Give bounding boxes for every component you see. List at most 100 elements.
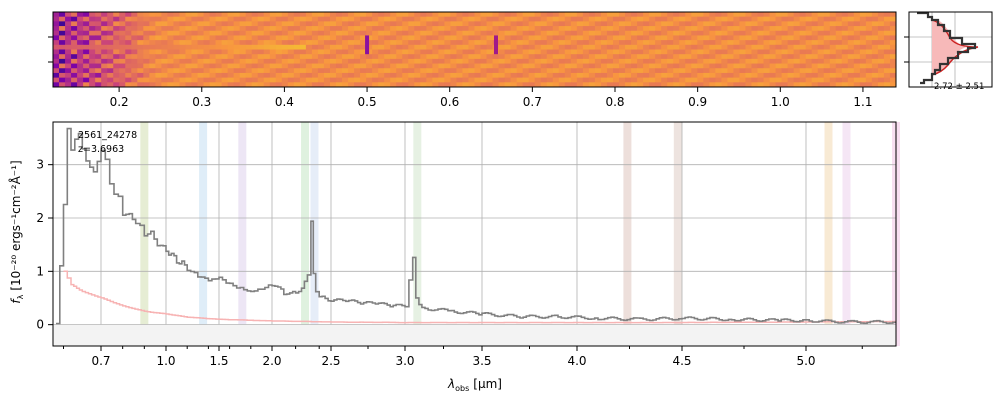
heatmap-cell [396, 35, 403, 41]
heatmap-cell [871, 26, 879, 32]
heatmap-cell [323, 63, 331, 69]
heatmap-cell [438, 21, 445, 27]
heatmap-cell [336, 82, 343, 88]
heatmap-cell [221, 40, 229, 46]
heatmap-cell [257, 58, 265, 65]
heatmap-cell [841, 49, 849, 55]
heatmap-cell [751, 21, 759, 27]
heatmap-cell [71, 26, 78, 32]
heatmap-cell [372, 40, 379, 46]
heatmap-cell [269, 68, 277, 74]
spectrum-2d-panel: 0.2 0.3 0.4 0.5 0.6 0.7 0.8 0.9 1.0 1.1 [48, 11, 897, 109]
heatmap-cell [372, 44, 379, 50]
heatmap-cell [269, 21, 277, 27]
heatmap-cell [606, 35, 614, 41]
heatmap-cell [667, 12, 674, 18]
heatmap-cell [793, 49, 801, 55]
heatmap-cell [649, 63, 656, 69]
heatmap-cell [685, 58, 692, 65]
heatmap-cell [83, 26, 90, 32]
heatmap-cell [354, 54, 361, 60]
heatmap-cell [661, 77, 668, 83]
heatmap-cell [360, 58, 367, 65]
heatmap-cell [227, 44, 235, 50]
heatmap-cell [679, 26, 686, 32]
heatmap-cell [781, 77, 789, 83]
heatmap-cell [432, 63, 439, 69]
heatmap-cell [77, 16, 84, 22]
heatmap-cell [763, 77, 771, 83]
heatmap-cell [751, 44, 759, 50]
heatmap-cell [534, 49, 542, 55]
heatmap-cell [221, 21, 229, 27]
heatmap-cell [534, 21, 542, 27]
heatmap-cell [131, 16, 138, 22]
heatmap-cell [552, 63, 560, 69]
heatmap-cell [311, 16, 319, 22]
heatmap-cell [384, 16, 391, 22]
heatmap-cell [215, 16, 223, 22]
heatmap-cell [396, 16, 403, 22]
heatmap-cell [378, 26, 385, 32]
heatmap-cell [317, 35, 325, 41]
heatmap-cell [468, 58, 475, 65]
heatmap-cell [191, 26, 199, 32]
heatmap-cell [149, 40, 156, 46]
heatmap-cell [384, 63, 391, 69]
heatmap-cell [667, 77, 674, 83]
heatmap-cell [558, 12, 566, 18]
heatmap-cell [414, 54, 421, 60]
heatmap-cell [450, 21, 457, 27]
heatmap-cell [366, 68, 373, 74]
heatmap-cell [889, 49, 897, 55]
heatmap-cell [799, 12, 807, 18]
heatmap-cell [781, 49, 789, 55]
heatmap-cell [462, 26, 469, 32]
heatmap-cell [781, 35, 789, 41]
heatmap-cell [546, 58, 554, 65]
heatmap-cell [119, 49, 126, 55]
heatmap-cell [600, 21, 608, 27]
heatmap-cell [691, 54, 698, 60]
heatmap-cell [245, 30, 253, 36]
heatmap-cell [667, 16, 674, 22]
heatmap-cell [522, 77, 530, 83]
heatmap-cell [299, 68, 307, 74]
heatmap-cell [576, 82, 584, 88]
heatmap-cell [612, 54, 620, 60]
heatmap-cell [227, 30, 235, 36]
heatmap-cell [733, 40, 740, 46]
heatmap-cell [685, 26, 692, 32]
heatmap-cell [721, 58, 728, 65]
heatmap-cell [673, 72, 680, 79]
heatmap-cell [215, 30, 223, 36]
heatmap-cell [239, 30, 247, 36]
heatmap-cell [59, 68, 66, 74]
heatmap-cell [691, 35, 698, 41]
heatmap-cell [745, 35, 752, 41]
heatmap-cell [865, 49, 873, 55]
heatmap-cell [679, 72, 686, 79]
heatmap-cell [775, 44, 783, 50]
heatmap-cell [414, 44, 421, 50]
heatmap-cell [107, 77, 114, 83]
heatmap-cell [600, 82, 608, 88]
heatmap-cell [432, 68, 439, 74]
heatmap-cell [149, 49, 156, 55]
heatmap-cell [486, 72, 494, 79]
heatmap-cell [697, 72, 704, 79]
heatmap-cell [793, 26, 801, 32]
heatmap-cell [83, 68, 90, 74]
heatmap-cell [612, 63, 620, 69]
heatmap-cell [829, 12, 837, 18]
heatmap-cell [697, 30, 704, 36]
heatmap-cell [781, 72, 789, 79]
heatmap-cell [510, 21, 518, 27]
heatmap-cell [119, 30, 126, 36]
heatmap-cell [691, 40, 698, 46]
heatmap-cell [59, 82, 66, 88]
heatmap-cell [516, 58, 524, 65]
heatmap-cell [859, 30, 867, 36]
heatmap-cell [685, 63, 692, 69]
heatmap-cell [131, 44, 138, 50]
